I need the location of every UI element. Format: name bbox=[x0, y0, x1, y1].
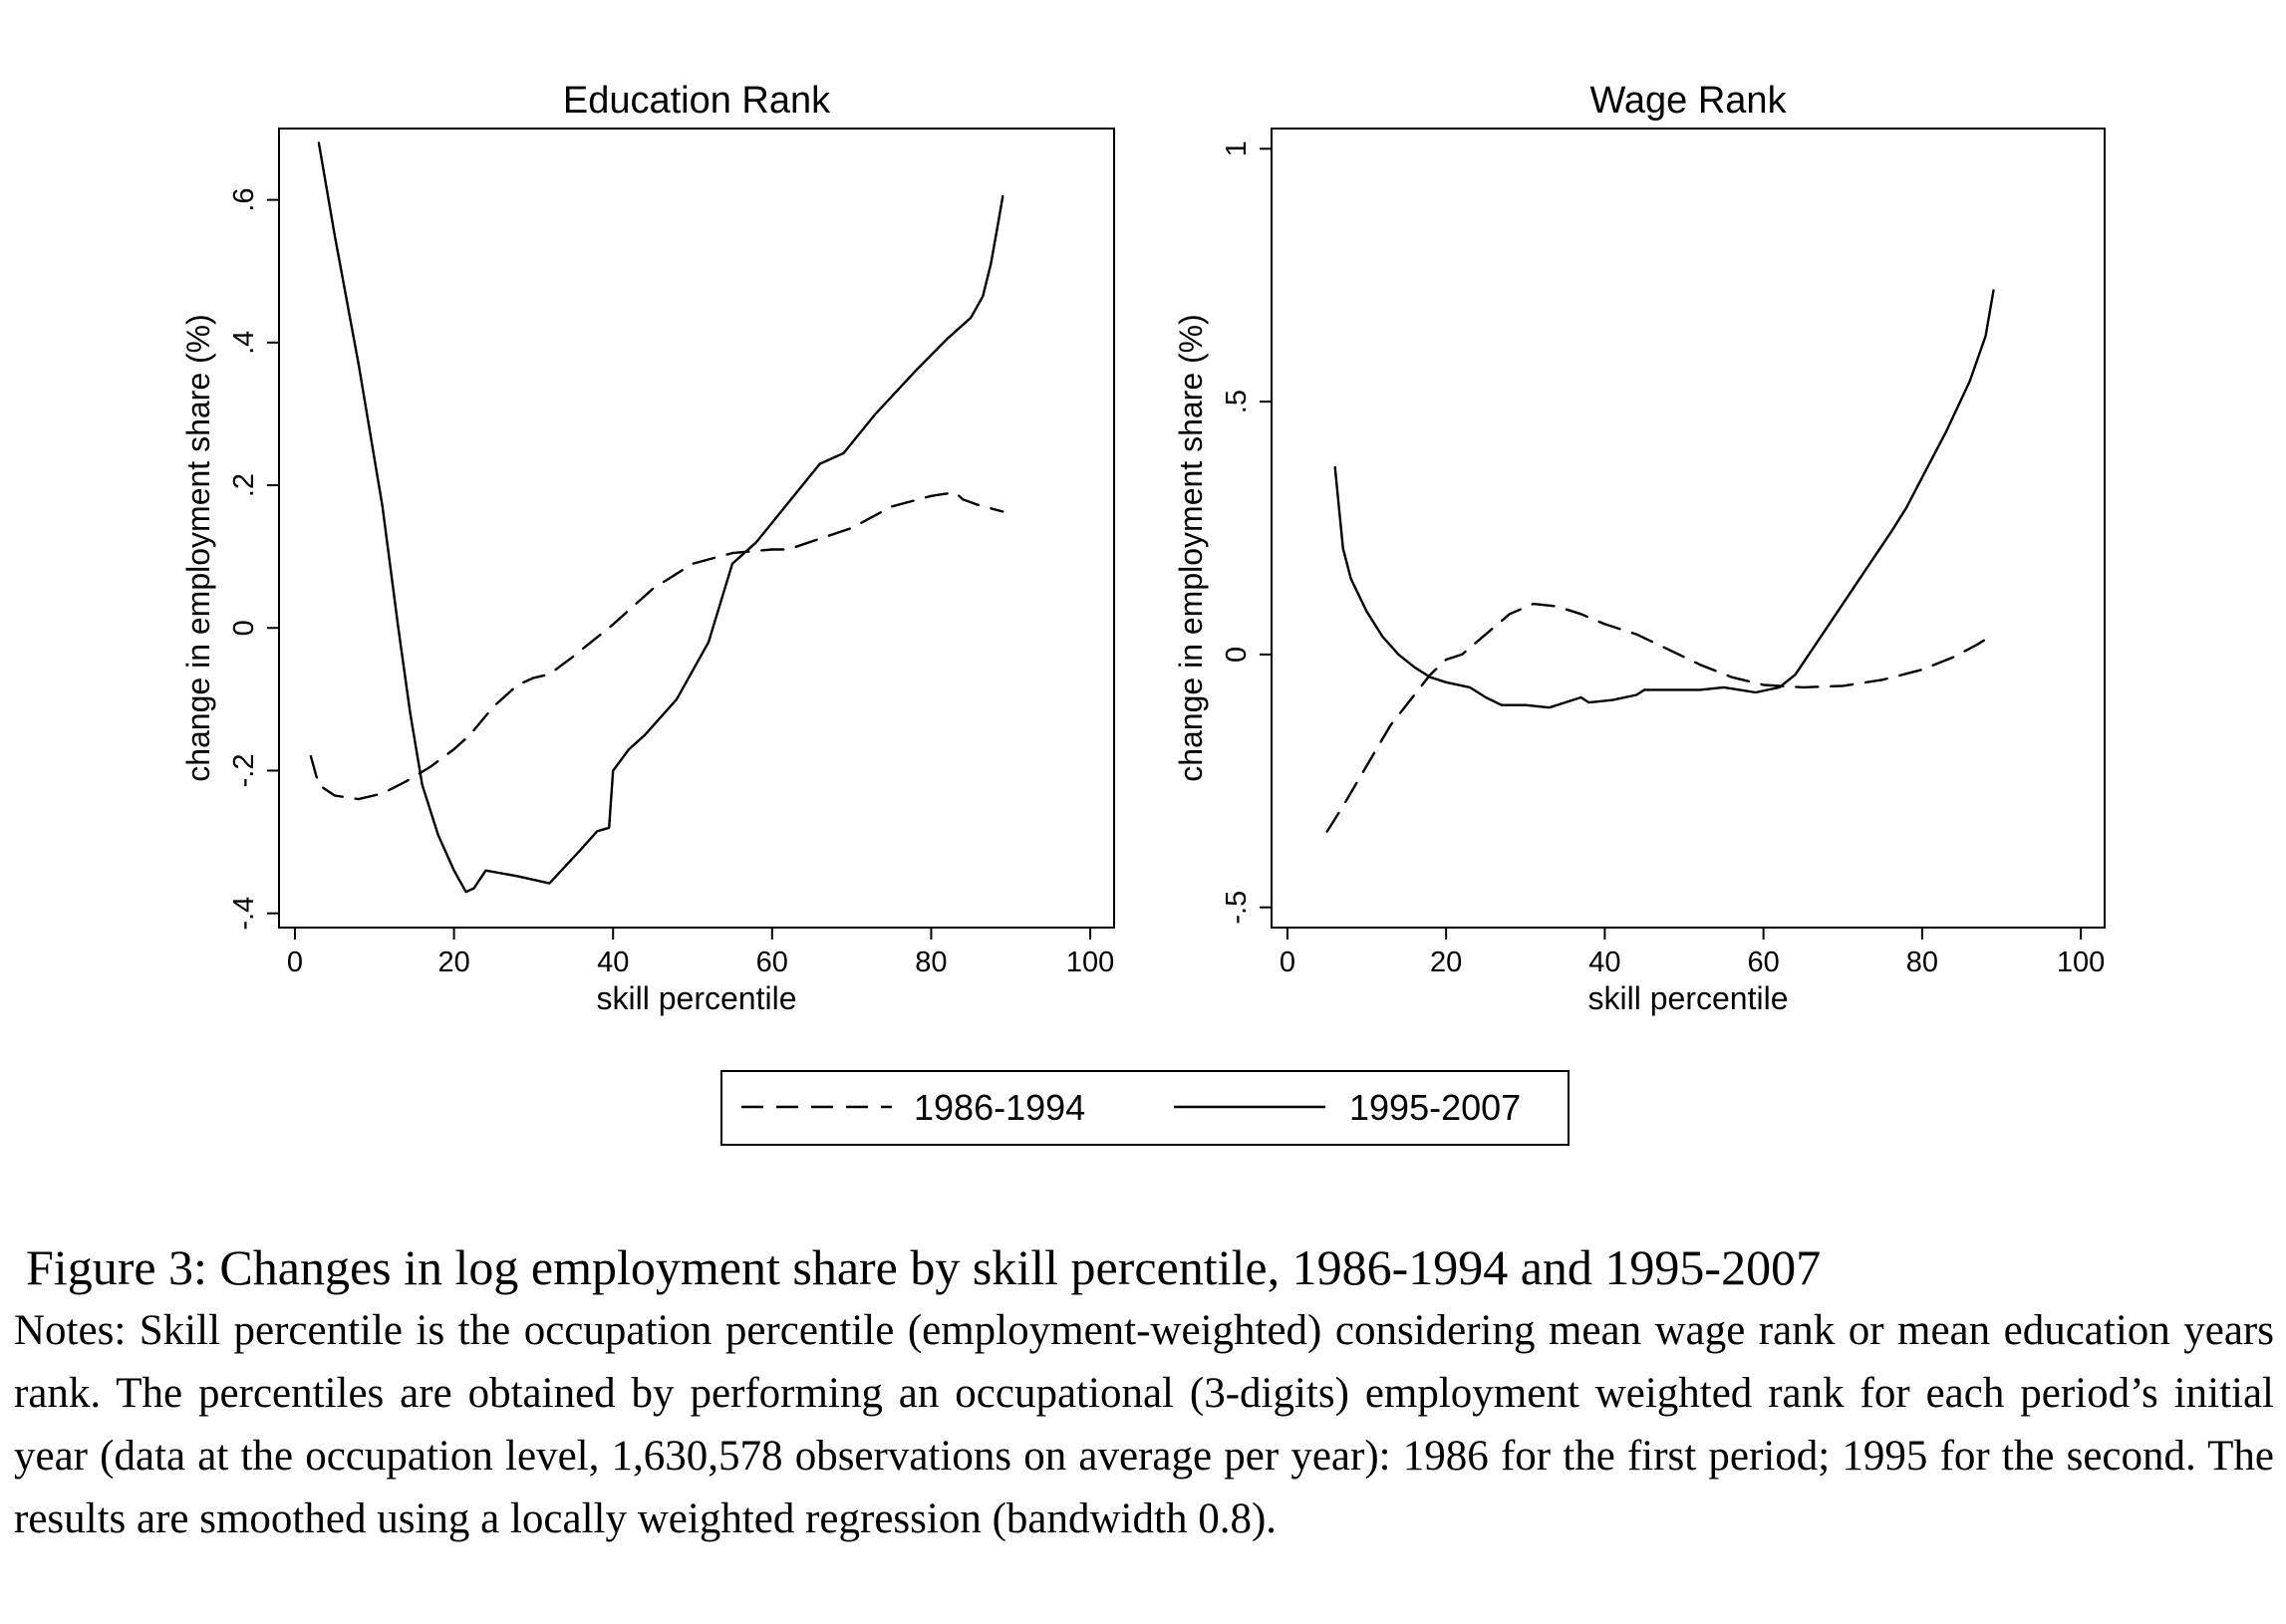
education-series-1986-1994 bbox=[309, 491, 1004, 801]
education-y-tick-label: -.4 bbox=[228, 897, 260, 931]
education-x-tick-label: 20 bbox=[437, 947, 469, 978]
caption-notes: Notes: Skill percentile is the occupatio… bbox=[14, 1307, 2274, 1542]
wage-y-tick-label: -.5 bbox=[1221, 891, 1253, 925]
wage-y-axis-label: change in employment share (%) bbox=[1173, 314, 1209, 782]
wage-y-tick-label: 1 bbox=[1221, 140, 1253, 156]
wage-x-tick-label: 100 bbox=[2057, 947, 2105, 978]
education-x-tick-label: 80 bbox=[915, 947, 947, 978]
legend-box bbox=[720, 1070, 1570, 1146]
wage-x-tick-label: 60 bbox=[1748, 947, 1780, 978]
wage-x-tick-label: 20 bbox=[1430, 947, 1462, 978]
education-y-axis-label: change in employment share (%) bbox=[180, 314, 216, 782]
wage-x-tick-label: 0 bbox=[1280, 947, 1295, 978]
caption-title: Figure 3: Changes in log employment shar… bbox=[26, 1239, 1822, 1295]
wage-plot-frame bbox=[1271, 128, 2106, 929]
wage-y-tick-label: 0 bbox=[1221, 647, 1253, 663]
legend-label-1986-1994: 1986-1994 bbox=[914, 1087, 1085, 1128]
wage-series-1986-1994 bbox=[1325, 602, 1995, 833]
education-y-tick-label: 0 bbox=[228, 620, 260, 636]
wage-x-axis-label: skill percentile bbox=[1588, 980, 1789, 1016]
wage-rank-panel: Wage Rank 0 20 40 60 80 100 skill percentile -.5… bbox=[1173, 80, 2106, 1016]
figure-caption: Figure 3: Changes in log employment shar… bbox=[14, 1235, 2274, 1550]
education-x-axis-label: skill percentile bbox=[597, 980, 797, 1016]
education-x-tick-label: 0 bbox=[287, 947, 303, 978]
education-x-tick-label: 40 bbox=[597, 947, 629, 978]
chart-legend: 1986-1994 1995-2007 bbox=[720, 1070, 1570, 1146]
education-rank-panel: Education Rank 0 20 40 60 80 100 skill percenti… bbox=[180, 80, 1115, 1016]
legend-label-1995-2007: 1995-2007 bbox=[1349, 1087, 1521, 1128]
education-y-tick-label: .2 bbox=[228, 473, 260, 497]
wage-y-tick-label: .5 bbox=[1221, 390, 1253, 413]
education-series-1995-2007 bbox=[317, 141, 1004, 894]
education-panel-title: Education Rank bbox=[563, 80, 831, 122]
education-y-tick-label: .4 bbox=[228, 331, 260, 355]
education-y-tick-label: -.2 bbox=[228, 754, 260, 788]
education-x-tick-label: 60 bbox=[756, 947, 788, 978]
wage-x-tick-label: 40 bbox=[1588, 947, 1620, 978]
education-x-tick-label: 100 bbox=[1066, 947, 1114, 978]
wage-series-1995-2007 bbox=[1333, 289, 1995, 709]
wage-x-tick-label: 80 bbox=[1906, 947, 1938, 978]
wage-panel-title: Wage Rank bbox=[1589, 80, 1787, 122]
education-plot-frame bbox=[278, 128, 1115, 929]
education-y-tick-label: .6 bbox=[228, 188, 260, 212]
